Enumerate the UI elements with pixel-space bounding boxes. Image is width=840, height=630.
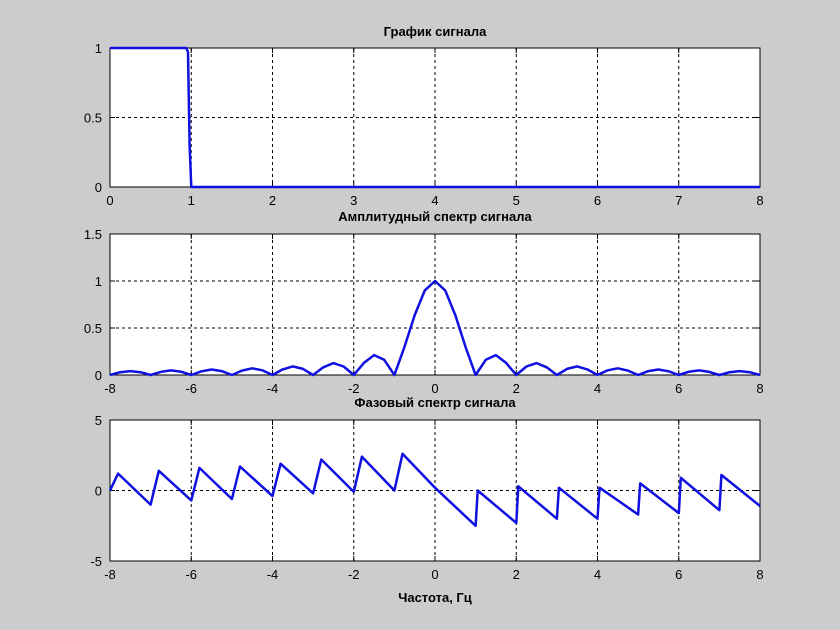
phase-series-line: [108, 452, 761, 528]
amplitude-spectrum-title: Амплитудный спектр сигнала: [338, 209, 532, 224]
phase-x-tick-label: 2: [513, 567, 520, 582]
amplitude-y-tick-label: 0: [95, 368, 102, 383]
amplitude-x-tick-label: 2: [513, 381, 520, 396]
amplitude-spectrum-plot: Амплитудный спектр сигнала -8 -6 -4 -2 0 2 4 6 8…: [84, 209, 764, 396]
signal-x-tick-label: 7: [675, 193, 682, 208]
signal-y-tick-label: 0.5: [84, 111, 102, 126]
amplitude-x-tick-label: -2: [348, 381, 360, 396]
signal-x-tick-label: 0: [106, 193, 113, 208]
phase-spectrum-plot: Фазовый спектр сигнала Частота, Гц -8 -6 -…: [90, 395, 763, 605]
signal-x-tick-label: 2: [269, 193, 276, 208]
phase-x-tick-label: 6: [675, 567, 682, 582]
amplitude-x-tick-label: 0: [431, 381, 438, 396]
amplitude-x-tick-label: -8: [104, 381, 116, 396]
phase-x-tick-label: 0: [431, 567, 438, 582]
signal-plot-title: График сигнала: [384, 24, 488, 39]
signal-x-tick-label: 8: [756, 193, 763, 208]
phase-x-tick-label: 4: [594, 567, 601, 582]
amplitude-x-tick-label: -6: [185, 381, 197, 396]
signal-x-tick-label: 5: [513, 193, 520, 208]
signal-x-tick-label: 6: [594, 193, 601, 208]
phase-x-tick-label: -8: [104, 567, 116, 582]
signal-x-tick-label: 4: [431, 193, 438, 208]
signal-series-line: [110, 46, 760, 189]
amplitude-x-tick-label: -4: [267, 381, 279, 396]
phase-x-tick-label: -6: [185, 567, 197, 582]
amplitude-series-line: [109, 279, 761, 377]
amplitude-y-tick-label: 1: [95, 274, 102, 289]
phase-y-tick-label: 0: [95, 484, 102, 499]
phase-x-tick-label: -4: [267, 567, 279, 582]
phase-y-tick-label: 5: [95, 413, 102, 428]
amplitude-x-tick-label: 8: [756, 381, 763, 396]
signal-y-tick-label: 0: [95, 180, 102, 195]
phase-x-tick-label: -2: [348, 567, 360, 582]
x-axis-label: Частота, Гц: [398, 590, 472, 605]
amplitude-y-tick-label: 0.5: [84, 321, 102, 336]
phase-y-tick-label: -5: [90, 554, 102, 569]
phase-x-tick-label: 8: [756, 567, 763, 582]
amplitude-x-tick-label: 6: [675, 381, 682, 396]
signal-x-tick-label: 1: [188, 193, 195, 208]
amplitude-x-tick-label: 4: [594, 381, 601, 396]
amplitude-y-tick-label: 1.5: [84, 227, 102, 242]
signal-y-tick-label: 1: [95, 41, 102, 56]
signal-plot: График сигнала 0 1 2 3 4 5 6 7 8 0 0.5 1: [84, 24, 764, 208]
phase-spectrum-title: Фазовый спектр сигнала: [354, 395, 516, 410]
amplitude-plot-area: [109, 233, 761, 376]
signal-x-tick-label: 3: [350, 193, 357, 208]
